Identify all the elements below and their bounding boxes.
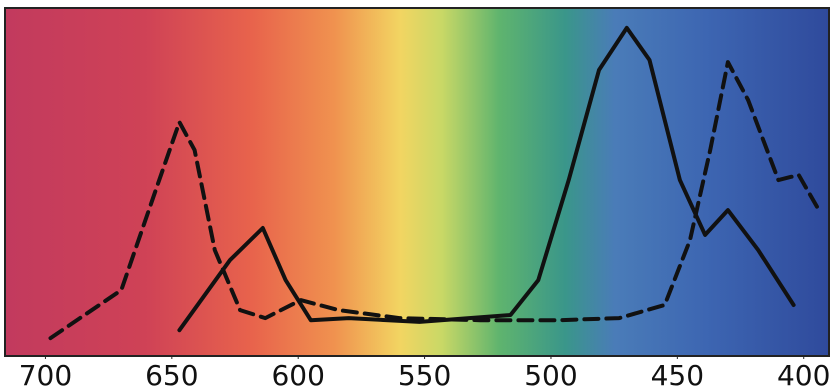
x-tick-label: 450 [651,359,704,392]
x-tick-label: 600 [271,359,324,392]
chart: 700 650 600 550 500 450 400 [0,0,834,392]
x-tick-label: 400 [777,359,830,392]
x-tick-label: 650 [145,359,198,392]
spectrum-background [5,8,829,356]
x-tick-label: 700 [19,359,72,392]
x-tick-label: 550 [398,359,451,392]
x-tick-label: 500 [524,359,577,392]
